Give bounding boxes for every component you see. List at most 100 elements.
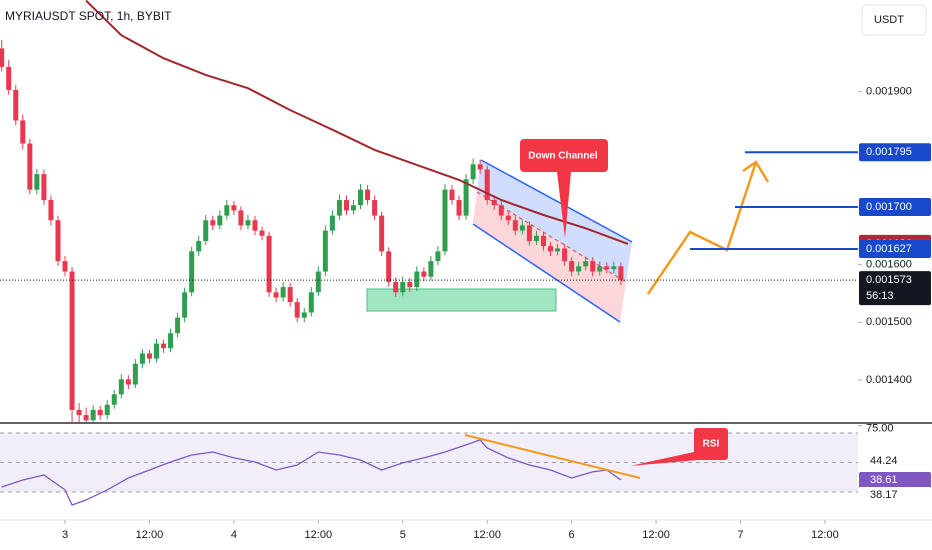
channel-line <box>480 159 633 243</box>
x-tick-label: 6 <box>569 529 575 541</box>
price-tag-label: 0.001795 <box>866 146 912 158</box>
x-tick-label: 12:00 <box>136 529 164 541</box>
candle-body <box>20 120 26 144</box>
candle-body <box>153 343 159 359</box>
candle-body <box>548 246 554 252</box>
candle-body <box>315 271 321 293</box>
x-tick-label: 12:00 <box>642 529 670 541</box>
rsi-tick-label: 75.00 <box>866 423 894 435</box>
candle-body <box>555 248 561 252</box>
candle-body <box>168 333 174 349</box>
candle-body <box>132 363 138 385</box>
countdown: 56:13 <box>866 290 894 302</box>
candle-body <box>428 261 434 277</box>
candle-body <box>48 200 54 221</box>
arrow-head <box>742 160 770 183</box>
candle-body <box>231 205 237 211</box>
price-tag-label: 0.001627 <box>866 243 912 255</box>
candle-body <box>379 215 385 252</box>
candle-body <box>294 302 300 318</box>
candle-body <box>308 292 314 313</box>
channel-line <box>472 223 621 323</box>
rsi-tag <box>859 453 931 469</box>
candle-body <box>139 353 145 364</box>
rsi-trend <box>464 434 641 479</box>
candle-body <box>69 271 75 410</box>
rsi-tag-label: 38.17 <box>870 489 898 501</box>
candle-body <box>407 281 413 288</box>
candle-body <box>182 292 188 318</box>
candle-body <box>435 251 441 262</box>
candle-body <box>604 266 610 270</box>
candle-body <box>484 169 490 201</box>
candle-body <box>0 48 5 67</box>
candle-body <box>118 379 124 395</box>
candle-body <box>189 251 195 293</box>
candle-body <box>329 215 335 231</box>
candle-body <box>400 281 406 293</box>
candle-body <box>372 200 378 216</box>
candle-body <box>618 266 624 281</box>
currency[interactable]: USDT <box>874 14 904 26</box>
candle-body <box>533 235 539 241</box>
x-tick-label: 3 <box>62 529 68 541</box>
candle-body <box>252 220 258 231</box>
x-tick-label: 12:00 <box>811 529 839 541</box>
candle-body <box>259 230 265 236</box>
candle-body <box>365 189 371 201</box>
candle-body <box>470 164 476 180</box>
candle-body <box>477 164 483 170</box>
x-tick-label: 7 <box>737 529 743 541</box>
candle-body <box>41 174 47 201</box>
candle-body <box>287 287 293 303</box>
moving-average <box>85 0 629 245</box>
currency-button[interactable] <box>861 4 927 36</box>
y-tick-label: 0.001500 <box>866 316 912 328</box>
candle-body <box>351 205 357 211</box>
x-tick-label: 5 <box>400 529 406 541</box>
candle-body <box>97 409 103 416</box>
candle-body <box>266 235 272 293</box>
candle-body <box>421 271 427 277</box>
price-tag <box>859 240 931 259</box>
candle-body <box>90 409 96 421</box>
candle-body <box>498 205 504 216</box>
callout-text: Down Channel <box>528 151 598 162</box>
candle-body <box>526 225 532 241</box>
candle-body <box>562 248 568 262</box>
callout <box>630 427 728 466</box>
rsi-tag-label: 44.24 <box>870 455 898 467</box>
candle-body <box>224 205 230 216</box>
candle-body <box>540 235 546 247</box>
candle-body <box>146 353 152 359</box>
candle-body <box>104 404 110 416</box>
rsi-tag <box>859 472 931 488</box>
channel-lower <box>473 192 626 322</box>
rsi-line <box>1 439 622 506</box>
candle-body <box>505 215 511 221</box>
candle-body <box>386 251 392 282</box>
rsi-tag <box>859 487 931 503</box>
support-zone <box>366 288 557 312</box>
candle-body <box>569 261 575 272</box>
candle-body <box>13 89 19 121</box>
candle-body <box>336 200 342 216</box>
candle-body <box>161 343 167 349</box>
y-tick-label: 0.001400 <box>866 374 912 386</box>
candle-body <box>519 225 525 231</box>
callout-text: RSI <box>703 439 720 450</box>
drawings: Down Channel RSI <box>464 139 770 479</box>
candle-body <box>597 266 603 272</box>
candle-body <box>125 379 131 385</box>
price-tag-label: 0.001700 <box>866 201 912 213</box>
candle-body <box>576 266 582 272</box>
callout <box>520 139 608 238</box>
candle-body <box>442 189 448 252</box>
candle-body <box>196 240 202 252</box>
price-tag-label: 0.001573 <box>866 274 912 286</box>
price-tag <box>859 143 931 162</box>
candle-body <box>203 220 209 241</box>
candle-body <box>238 210 244 226</box>
